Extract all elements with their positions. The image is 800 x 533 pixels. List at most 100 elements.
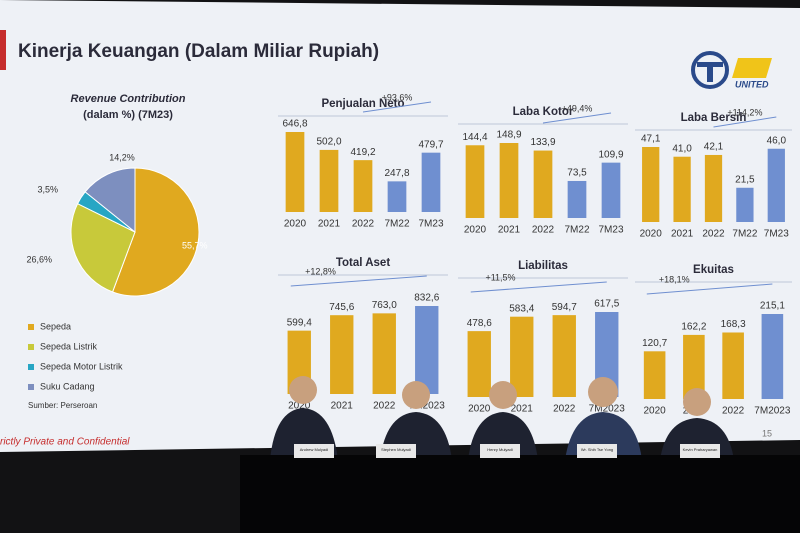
x-tick-label: 2020 — [468, 404, 491, 415]
x-tick-label: 7M23 — [598, 225, 623, 236]
bar — [465, 145, 485, 218]
head — [489, 381, 517, 409]
bar — [372, 313, 396, 394]
bar — [421, 152, 441, 212]
value-label: 478,6 — [467, 318, 492, 329]
head — [683, 388, 711, 416]
pie-label: 26,6% — [26, 254, 52, 264]
bar — [510, 316, 534, 397]
pie-slice — [70, 202, 136, 293]
value-label: 502,0 — [316, 137, 341, 148]
x-tick-label: 7M22 — [384, 219, 409, 230]
pie-slice — [111, 167, 200, 297]
bar — [761, 314, 784, 399]
value-label: 148,9 — [496, 130, 521, 141]
bar — [387, 181, 407, 212]
legend-label: Suku Cadang — [40, 381, 95, 391]
growth-arrow — [542, 112, 612, 124]
name-card — [680, 444, 720, 458]
x-tick-label: 7M22 — [732, 229, 757, 240]
legend-swatch — [28, 364, 34, 370]
bar — [673, 156, 691, 222]
value-label: 109,9 — [598, 149, 623, 160]
bar — [552, 315, 576, 397]
growth-label: +93,6% — [382, 92, 413, 102]
growth-arrow — [713, 116, 777, 128]
bar — [567, 180, 587, 218]
bar — [330, 315, 354, 394]
x-tick-label: 2021 — [671, 229, 694, 240]
pie-slice — [84, 167, 136, 234]
value-label: 419,2 — [350, 147, 375, 158]
value-label: 594,7 — [552, 302, 577, 313]
source: Sumber: Perseroan — [28, 401, 97, 410]
growth-arrow — [290, 275, 427, 287]
growth-label: +18,1% — [659, 274, 690, 284]
value-label: 168,3 — [721, 319, 746, 330]
x-tick-label: 7M2023 — [409, 401, 446, 412]
bar — [319, 149, 339, 212]
head — [289, 376, 317, 404]
chart-title: Penjualan Neto — [321, 98, 404, 110]
pie-label: 55,7% — [182, 240, 208, 250]
x-tick-label: 7M23 — [764, 229, 789, 240]
value-label: 583,4 — [509, 303, 534, 314]
growth-arrow — [646, 283, 773, 295]
value-label: 42,1 — [704, 142, 724, 153]
value-label: 46,0 — [767, 135, 787, 146]
x-tick-label: 2020 — [644, 406, 667, 417]
x-tick-label: 7M2023 — [589, 404, 626, 415]
name-card — [577, 444, 617, 458]
bar — [736, 187, 754, 222]
bar — [722, 332, 744, 399]
value-label: 133,9 — [530, 137, 555, 148]
growth-label: +49,4% — [562, 103, 593, 113]
chart-title: Laba Bersih — [681, 112, 747, 124]
growth-label: +12,8% — [305, 266, 336, 276]
slide-title: Kinerja Keuangan (Dalam Miliar Rupiah) — [18, 41, 379, 62]
bar — [767, 148, 785, 222]
value-label: 832,6 — [414, 293, 439, 304]
x-tick-label: 2022 — [702, 229, 725, 240]
bar — [499, 143, 519, 218]
chart-title: Total Aset — [336, 257, 390, 269]
value-label: 646,8 — [282, 119, 307, 130]
x-tick-label: 7M2023 — [754, 406, 791, 417]
x-tick-label: 2021 — [331, 401, 354, 412]
logo-circle — [691, 51, 729, 89]
bar — [601, 162, 621, 218]
value-label: 479,7 — [418, 139, 443, 150]
growth-arrow — [362, 101, 432, 113]
bar — [642, 147, 660, 222]
chart-title: Laba Kotor — [513, 106, 574, 118]
pie-title: Revenue Contribution — [71, 93, 186, 105]
name-card-text: Wr. Shih Tse Yong — [581, 447, 613, 452]
head — [588, 377, 618, 407]
x-tick-label: 2022 — [352, 219, 375, 230]
value-label: 120,7 — [642, 338, 667, 349]
name-card-text: Andrew Mulyadi — [300, 447, 329, 452]
page-number: 15 — [762, 428, 772, 438]
x-tick-label: 2022 — [532, 225, 555, 236]
bar — [353, 160, 373, 212]
name-cards: Andrew Mulyadi Stephen Mulyadi Henry Mulya… — [294, 444, 720, 458]
bar — [467, 331, 491, 397]
value-label: 162,2 — [681, 322, 706, 333]
logo-stem — [707, 62, 713, 82]
pie-label: 3,5% — [37, 184, 58, 194]
legend-swatch — [28, 384, 34, 390]
table — [240, 455, 800, 533]
value-label: 144,4 — [462, 132, 487, 143]
charts: Revenue Contribution (dalam %) (7M23) 55,7… — [26, 92, 792, 417]
name-card — [376, 444, 416, 458]
growth-label: +11,5% — [485, 272, 515, 282]
bar — [704, 154, 723, 222]
head — [402, 381, 430, 409]
value-label: 21,5 — [735, 174, 755, 185]
logo-mark — [732, 58, 772, 78]
footer: rictly Private and Confidential — [0, 437, 130, 448]
x-tick-label: 2021 — [511, 404, 534, 415]
x-tick-label: 2022 — [373, 401, 396, 412]
